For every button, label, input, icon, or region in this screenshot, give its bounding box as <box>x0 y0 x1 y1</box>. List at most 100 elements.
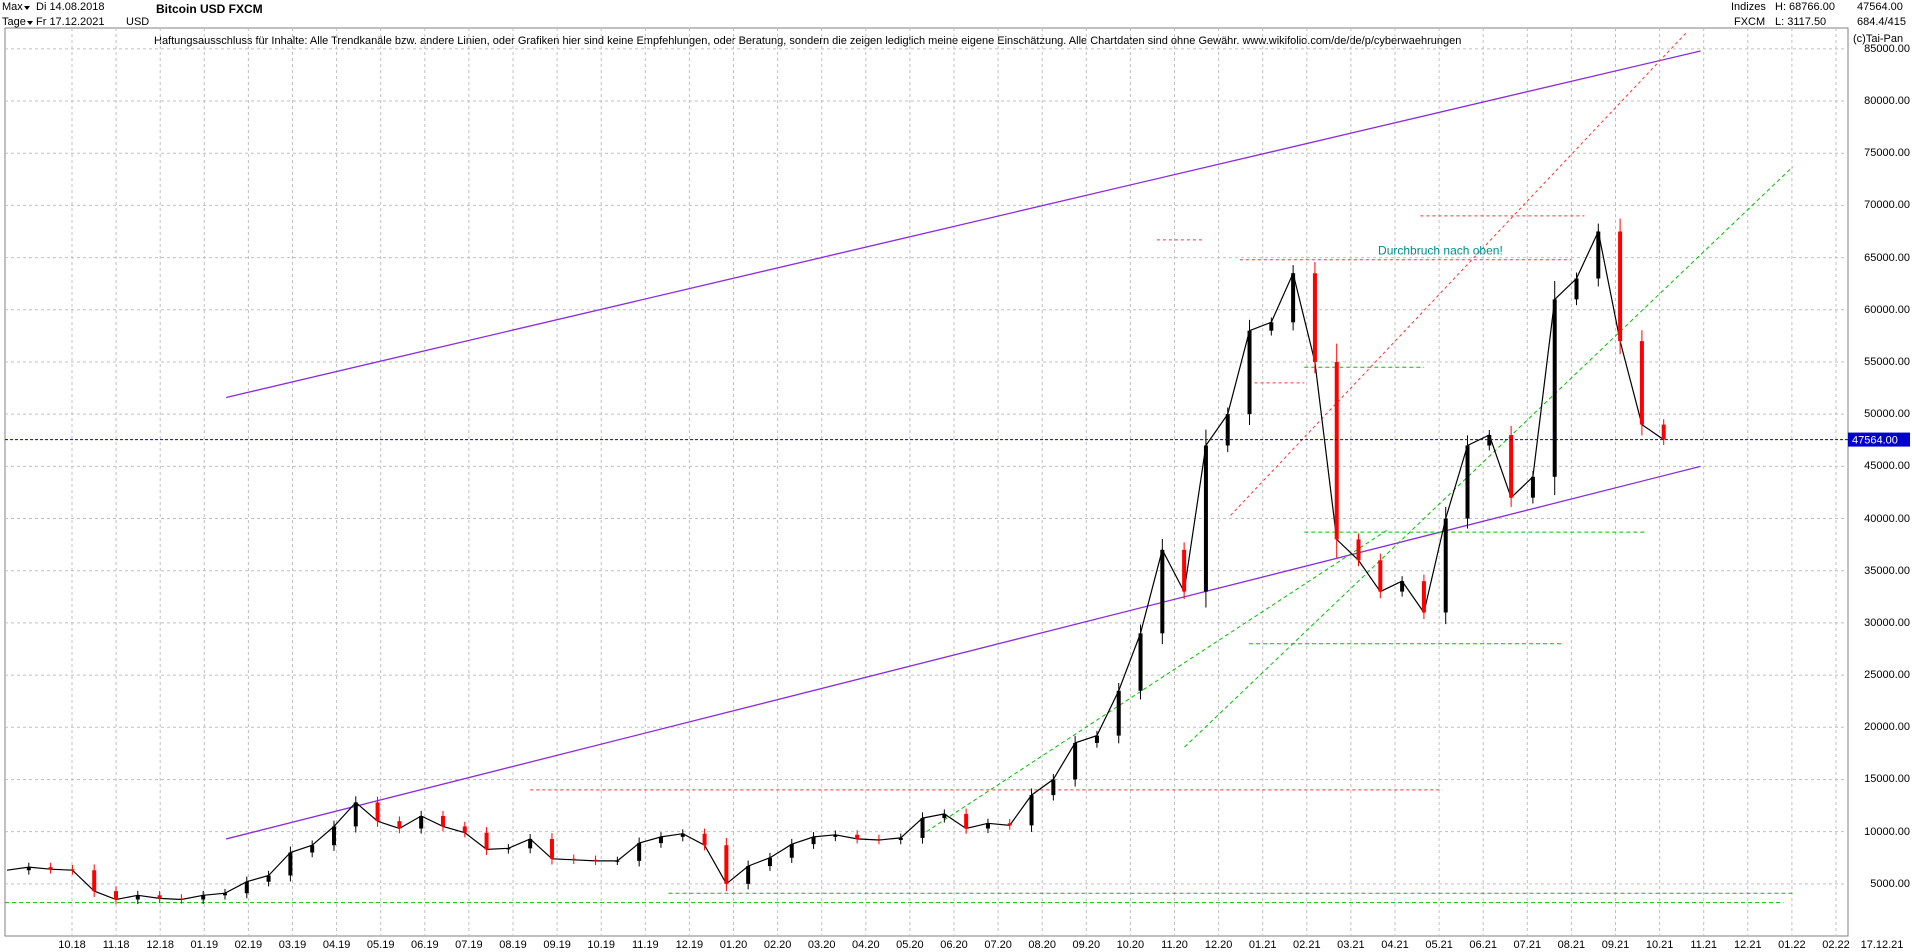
price-candle <box>528 838 533 849</box>
price-candle <box>1247 330 1252 415</box>
y-tick-label: 85000.00 <box>1864 42 1910 55</box>
price-candle <box>244 881 249 894</box>
red-resistance-line <box>1230 32 1687 516</box>
x-tick-label: 06.20 <box>940 939 968 951</box>
x-tick-label: 07.19 <box>455 939 483 951</box>
price-candle <box>1639 341 1644 425</box>
price-candle <box>746 866 751 884</box>
x-tick-label: 02.19 <box>234 939 263 951</box>
copyright: (c)Tai-Pan <box>1853 33 1904 45</box>
y-tick-label: 70000.00 <box>1864 199 1910 212</box>
price-candle <box>1356 539 1361 561</box>
chart-header: Max Tage Di 14.08.2018 Fr 17.12.2021 USD… <box>0 0 1912 47</box>
price-candle <box>724 845 729 884</box>
price-candle <box>1094 735 1099 743</box>
x-tick-label: 02.22 <box>1822 939 1850 951</box>
x-tick-label: 02.20 <box>763 939 792 951</box>
price-candle <box>637 843 642 861</box>
x-tick-label: 07.21 <box>1513 939 1542 951</box>
price-candle <box>702 833 707 846</box>
x-tick-label: 11.20 <box>1161 939 1188 951</box>
price-candle <box>1530 476 1535 498</box>
price-candle <box>113 891 118 900</box>
price-candle <box>462 826 467 833</box>
range-selector[interactable]: Max <box>2 0 33 15</box>
interval-selector[interactable]: Tage <box>2 15 36 30</box>
x-tick-label: 06.19 <box>411 939 439 951</box>
x-tick-label: 01.20 <box>719 939 748 951</box>
price-candle <box>898 837 903 840</box>
price-candle <box>1291 273 1296 323</box>
volume-info: 684.4/415 <box>1857 16 1906 28</box>
price-candle <box>811 836 816 845</box>
price-candle <box>571 858 576 860</box>
price-candle <box>1116 690 1121 736</box>
price-candle <box>1073 742 1078 780</box>
price-candle <box>833 834 838 837</box>
x-tick-label: 10.20 <box>1116 939 1145 951</box>
y-tick-label: 20000.00 <box>1864 721 1910 734</box>
x-tick-label: 06.21 <box>1469 939 1497 951</box>
price-candle <box>876 838 881 840</box>
disclaimer-text: Haftungsausschluss für Inhalte: Alle Tre… <box>154 35 1462 47</box>
price-candle <box>593 859 598 861</box>
x-tick-label: 09.20 <box>1072 939 1101 951</box>
price-candle <box>1160 549 1165 634</box>
last-value: 47564.00 <box>1857 1 1903 13</box>
x-tick-label: 09.19 <box>543 939 571 951</box>
price-candle <box>331 826 336 846</box>
price-candle <box>506 848 511 850</box>
x-tick-label: 05.21 <box>1425 939 1453 951</box>
price-candle <box>1661 424 1666 440</box>
price-candle <box>855 834 860 839</box>
price-candle <box>419 815 424 829</box>
annotation-text: Durchbruch nach oben! <box>1378 243 1503 257</box>
price-candle <box>1552 299 1557 477</box>
price-candle <box>1334 361 1339 540</box>
price-candle <box>789 844 794 858</box>
price-candle <box>1182 549 1187 592</box>
x-tick-label: 07.20 <box>984 939 1012 951</box>
x-tick-label: 09.21 <box>1601 939 1630 951</box>
green-support-line <box>926 529 1388 833</box>
currency-label: USD <box>126 16 150 28</box>
price-candle <box>484 832 489 850</box>
price-candle <box>135 895 140 900</box>
price-candle <box>1138 633 1143 691</box>
y-tick-label: 40000.00 <box>1864 512 1910 525</box>
high-label: H: 68766.00 <box>1775 1 1835 13</box>
price-candle <box>375 802 380 822</box>
current-price-label: 47564.00 <box>1852 435 1898 447</box>
date-from: Di 14.08.2018 <box>36 1 105 13</box>
price-candle <box>70 869 75 871</box>
price-candle <box>920 818 925 838</box>
price-candle <box>1487 435 1492 446</box>
price-candle <box>157 895 162 899</box>
x-tick-label: 03.19 <box>278 939 307 951</box>
y-tick-label: 15000.00 <box>1864 773 1910 786</box>
price-candle <box>1203 445 1208 592</box>
x-tick-label: 04.21 <box>1381 939 1409 951</box>
price-candle <box>1378 560 1383 592</box>
price-candle <box>1007 823 1012 826</box>
indices-label: Indizes <box>1731 1 1766 13</box>
price-candle <box>942 813 947 819</box>
chevron-down-icon <box>23 5 30 10</box>
y-tick-label: 60000.00 <box>1864 303 1910 316</box>
price-candle <box>1421 581 1426 613</box>
price-candle <box>92 870 97 892</box>
y-tick-label: 45000.00 <box>1864 460 1910 473</box>
x-tick-label: 01.21 <box>1248 939 1277 951</box>
price-candle <box>549 838 554 859</box>
price-candle <box>1051 779 1056 796</box>
trend-channel-upper <box>226 50 1701 399</box>
y-tick-label: 55000.00 <box>1864 355 1910 368</box>
last-date-label: 17.12.21 <box>1860 939 1904 951</box>
x-tick-label: 11.18 <box>102 939 130 951</box>
green-support-line <box>1184 166 1794 748</box>
chevron-down-icon <box>26 20 33 25</box>
x-tick-label: 10.21 <box>1645 939 1674 951</box>
price-candle <box>1596 231 1601 279</box>
x-tick-label: 12.20 <box>1204 939 1233 951</box>
